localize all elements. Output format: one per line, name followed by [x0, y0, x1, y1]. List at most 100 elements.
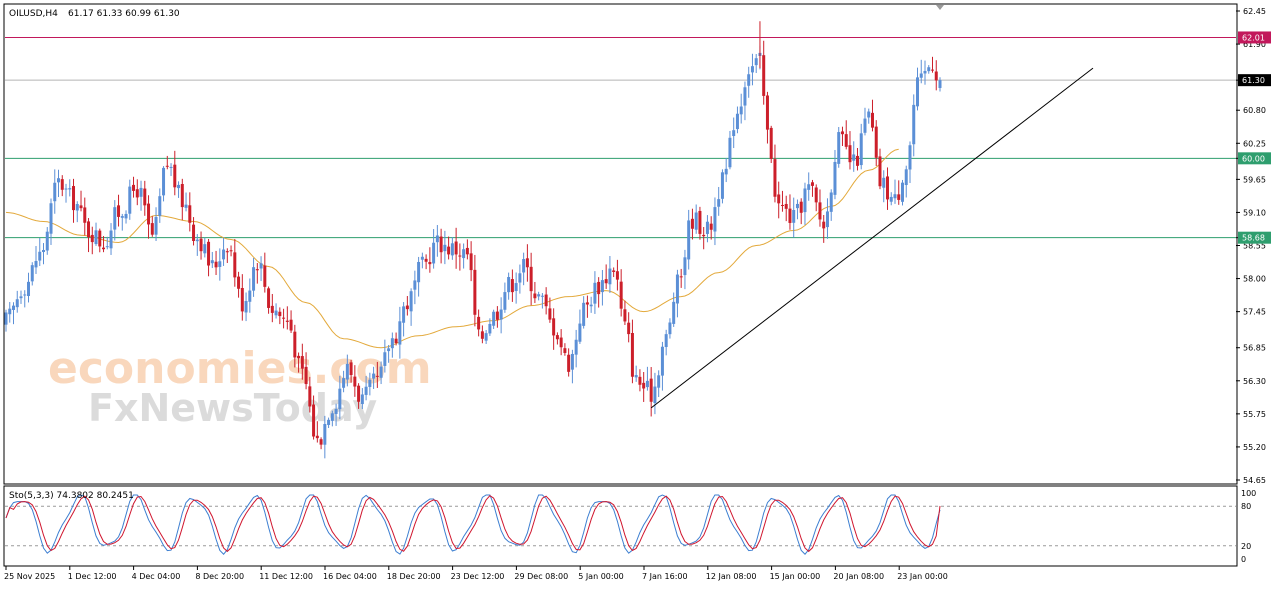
candle-bear	[840, 131, 844, 135]
candle-bull	[154, 217, 158, 235]
candle-bull	[499, 309, 503, 320]
time-tick-label: 29 Dec 08:00	[514, 572, 568, 581]
candle-bear	[822, 221, 826, 229]
candle-bear	[143, 188, 147, 206]
time-tick-label: 5 Jan 00:00	[578, 572, 624, 581]
candle-bear	[552, 318, 556, 336]
candle-bull	[57, 178, 61, 183]
candle-bear	[147, 203, 151, 225]
candle-bear	[525, 258, 529, 268]
candle-bull	[45, 231, 49, 251]
candle-bear	[702, 234, 706, 237]
candle-bear	[874, 126, 878, 158]
candle-bull	[49, 203, 53, 234]
candle-bear	[597, 281, 601, 295]
candle-bear	[285, 320, 289, 322]
ohlc-values: 61.17 61.33 60.99 61.30	[68, 9, 180, 19]
candle-bull	[27, 281, 31, 296]
stochastic-pane-frame	[3, 485, 1238, 567]
candle-bull	[503, 292, 507, 310]
time-tick-label: 16 Dec 04:00	[323, 572, 377, 581]
candle-bull	[833, 161, 837, 195]
price-tick-label: 55.20	[1243, 443, 1266, 452]
candle-bull	[360, 394, 364, 405]
candle-bull	[653, 386, 657, 404]
candle-bull	[837, 132, 841, 164]
candle-bear	[773, 159, 777, 197]
candle-bull	[795, 203, 799, 209]
candle-bull	[900, 182, 904, 202]
candle-bull	[113, 207, 117, 230]
candle-bull	[450, 243, 454, 256]
candle-bull	[889, 196, 893, 202]
candlesticks	[4, 21, 942, 459]
stochastic-tick-label: 80	[1241, 502, 1251, 511]
price-tick-label: 59.10	[1243, 208, 1266, 217]
candle-bear	[192, 224, 196, 241]
price-tick-label: 60.80	[1243, 106, 1266, 115]
candle-bear	[627, 322, 631, 335]
candle-bull	[829, 192, 833, 212]
candle-bear	[180, 184, 184, 208]
candle-bull	[120, 216, 124, 218]
candle-bull	[750, 66, 754, 73]
candle-bull	[432, 242, 436, 264]
candle-bull	[368, 379, 372, 387]
candle-bear	[878, 156, 882, 187]
chart-shift-marker-icon[interactable]	[936, 5, 944, 10]
candle-bear	[297, 355, 301, 359]
candle-bull	[912, 104, 916, 145]
time-tick-label: 25 Nov 2025	[4, 572, 55, 581]
candle-bull	[863, 118, 867, 133]
price-tag-label: 61.30	[1242, 76, 1265, 85]
candle-bear	[897, 194, 901, 200]
moving-average-line	[5, 148, 899, 349]
candle-bull	[330, 413, 334, 421]
price-tick-label: 62.45	[1243, 7, 1266, 16]
candle-bull	[720, 172, 724, 199]
ascending-trendline	[650, 67, 1094, 409]
candle-bull	[334, 408, 338, 414]
candle-bull	[398, 321, 402, 345]
candle-bear	[934, 71, 938, 81]
candle-bull	[383, 352, 387, 366]
watermark-fxnewstoday: FxNewsToday	[88, 386, 377, 430]
candle-bull	[713, 207, 717, 232]
candle-bear	[117, 205, 121, 217]
candle-bull	[420, 256, 424, 260]
price-tick-label: 61.90	[1243, 40, 1266, 49]
candle-bear	[300, 356, 304, 369]
candle-bull	[522, 259, 526, 273]
price-tick-label: 59.65	[1243, 175, 1266, 184]
candle-bear	[353, 376, 357, 387]
candle-bull	[252, 267, 256, 291]
candle-bull	[379, 366, 383, 378]
candle-bear	[315, 435, 319, 439]
stochastic-signal-line	[5, 495, 941, 553]
candle-bull	[203, 244, 207, 254]
stochastic-main-line	[5, 494, 941, 555]
candle-bull	[94, 230, 98, 245]
price-tag-resistance	[1238, 31, 1271, 44]
candle-bull	[608, 268, 612, 285]
candle-bear	[79, 205, 83, 209]
candle-bear	[480, 331, 484, 339]
candle-bull	[462, 249, 466, 259]
candle-bull	[852, 154, 856, 161]
candle-bear	[784, 203, 788, 209]
candle-bull	[882, 177, 886, 188]
price-tag-support	[1238, 231, 1271, 244]
candle-bull	[169, 166, 173, 168]
candle-bear	[690, 218, 694, 229]
candle-bull	[660, 346, 664, 376]
candle-bear	[473, 269, 477, 315]
candle-bull	[735, 113, 739, 130]
candle-bear	[289, 319, 293, 331]
candle-bull	[634, 375, 638, 378]
price-tick-label: 54.65	[1243, 476, 1266, 485]
candle-bear	[207, 241, 211, 266]
candle-bear	[304, 366, 308, 385]
candle-bear	[555, 335, 559, 340]
candle-bear	[638, 376, 642, 385]
